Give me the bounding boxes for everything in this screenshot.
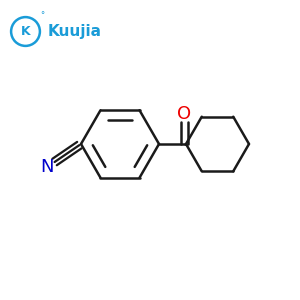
Text: O: O (177, 105, 192, 123)
Text: Kuujia: Kuujia (47, 24, 101, 39)
Text: K: K (21, 25, 30, 38)
Text: °: ° (40, 11, 44, 20)
Text: N: N (40, 158, 53, 175)
